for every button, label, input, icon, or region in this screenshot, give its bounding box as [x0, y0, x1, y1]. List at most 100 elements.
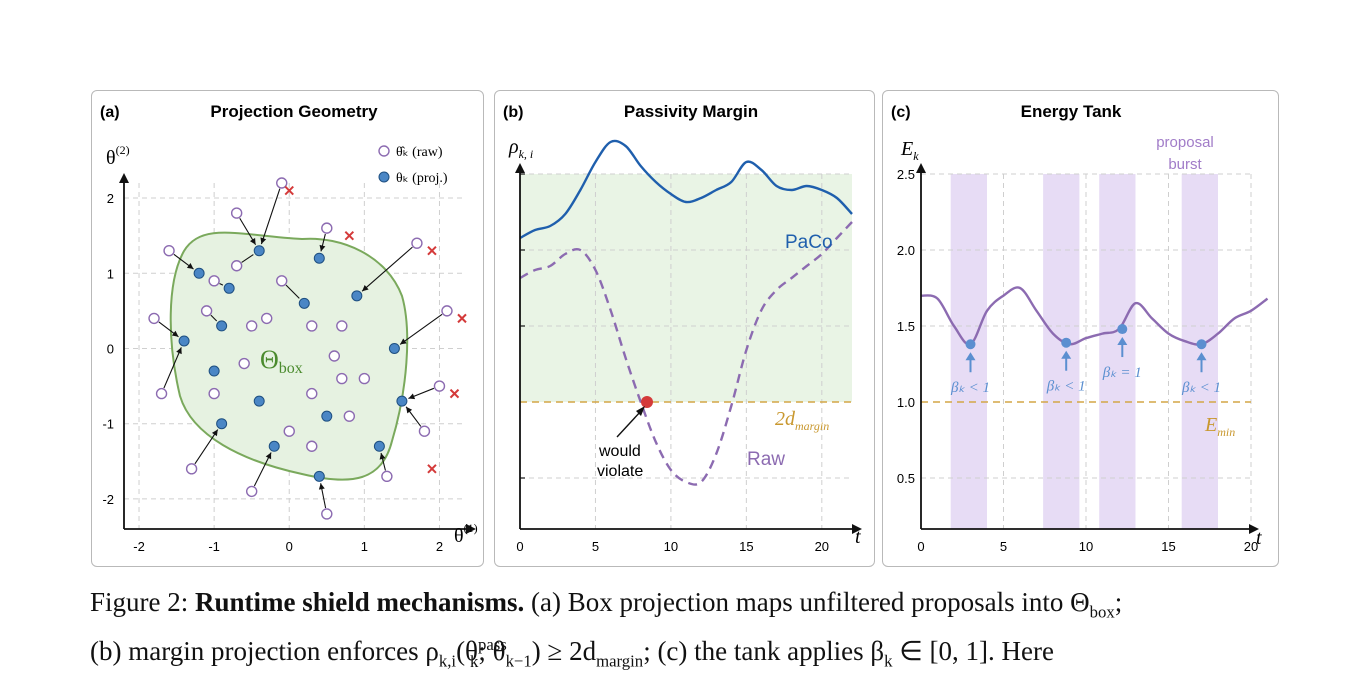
x-axis-label: θ(1): [454, 521, 478, 547]
projection-arrowhead: [400, 338, 407, 345]
x-tick-label: 0: [516, 539, 523, 554]
projected-point: [223, 282, 235, 294]
projection-arrow: [163, 347, 182, 389]
annotation-line-2: violate: [597, 463, 643, 480]
burst-label-line-2: burst: [1168, 156, 1202, 173]
energy-series-line: [920, 286, 1269, 346]
y-tick-label: -2: [102, 492, 114, 507]
caption-line-2: (b) margin projection enforces ρk,i(θpas…: [90, 635, 1054, 671]
y-axis-label: ρk, i: [508, 136, 533, 161]
projected-point: [216, 320, 228, 332]
x-tick-label: -2: [133, 539, 145, 554]
y-tick-label: 1: [107, 266, 114, 281]
panel-b-title: Passivity Margin: [624, 102, 758, 121]
x-tick-label: 5: [592, 539, 599, 554]
raw-point: [276, 177, 288, 189]
raw-point: [343, 410, 356, 422]
projection-arrow: [210, 314, 218, 322]
panel-projection-geometry: (a) Projection Geometry -2 -1 0 1 2 2 1 0 -1 -2 Θ…: [91, 90, 484, 567]
x-tick-label: 1: [361, 539, 368, 554]
safe-region: [520, 174, 852, 402]
raw-point: [306, 440, 318, 452]
rejected-cross: [457, 313, 467, 324]
x-axis-arrowhead: [852, 524, 862, 534]
beta-point: [965, 339, 976, 350]
y-axis-label: Ek: [900, 138, 919, 163]
x-tick-label: 10: [664, 539, 678, 554]
x-axis-label: t: [855, 526, 861, 548]
raw-point: [238, 357, 250, 370]
projected-point: [216, 418, 228, 430]
projected-point: [268, 440, 280, 452]
projection-arrowhead: [406, 406, 413, 414]
x-tick-label: 0: [286, 539, 293, 554]
theta-box-region: [169, 231, 409, 481]
rejected-cross: [449, 388, 460, 399]
y-tick-label: 0: [107, 341, 114, 356]
projected-point: [396, 395, 408, 407]
panel-a-title: Projection Geometry: [210, 102, 378, 121]
y-tick-label: 2: [107, 191, 114, 206]
x-tick-label: 2: [436, 539, 443, 554]
raw-point: [283, 425, 295, 437]
raw-point: [208, 275, 220, 287]
beta-arrowhead: [1061, 350, 1072, 359]
x-axis-arrowhead: [1249, 524, 1259, 534]
beta-label: βₖ < 1: [1046, 379, 1086, 395]
projection-arrowhead: [176, 347, 182, 355]
raw-point: [336, 320, 348, 332]
raw-point: [418, 425, 431, 437]
projected-point: [321, 410, 333, 422]
projection-arrow: [253, 452, 272, 487]
raw-point: [321, 222, 333, 234]
emin-label: Emin: [1204, 414, 1235, 439]
panel-b-tag: (b): [503, 104, 523, 121]
burst-bands: [950, 174, 1218, 529]
beta-point: [1061, 337, 1072, 348]
raw-label: Raw: [747, 449, 785, 470]
projected-point: [208, 365, 220, 377]
projection-arrow: [399, 313, 443, 345]
axes: 0 5 10 15 20 2.5 2.0 1.5 1.0 0.5: [897, 163, 1259, 554]
raw-point: [245, 485, 258, 498]
x-axis-label: t: [1256, 527, 1262, 549]
projected-point: [253, 245, 265, 257]
margin-label: 2dmargin: [775, 408, 829, 433]
raw-point: [336, 372, 348, 385]
proposal-burst-band: [1099, 174, 1136, 529]
beta-markers: βₖ < 1 βₖ < 1 βₖ = 1 βₖ < 1: [950, 324, 1221, 396]
proposal-burst-band: [1043, 174, 1080, 529]
beta-arrowhead: [1196, 352, 1207, 361]
panel-a-tag: (a): [100, 104, 120, 121]
paco-label: PaCo: [785, 232, 833, 253]
rejected-cross: [427, 464, 437, 474]
panel-c-title: Energy Tank: [1021, 102, 1122, 121]
beta-arrowhead: [965, 352, 976, 361]
projection-arrowhead: [362, 285, 369, 292]
beta-label: βₖ = 1: [1102, 365, 1142, 381]
y-axis-arrowhead: [515, 163, 525, 173]
axes: -2 -1 0 1 2 2 1 0 -1 -2: [102, 173, 476, 554]
raw-point: [441, 305, 453, 317]
beta-label: βₖ < 1: [950, 380, 990, 396]
violation-point: [641, 396, 653, 408]
projection-arrow: [241, 254, 254, 263]
projected-point: [298, 297, 310, 309]
y-tick-label: 2.0: [897, 243, 915, 258]
y-axis-label: θ(2): [106, 143, 130, 169]
legend-proj-marker: [378, 171, 390, 183]
projection-arrowhead: [211, 429, 218, 437]
beta-arrowhead: [1117, 337, 1128, 346]
y-tick-label: 2.5: [897, 167, 915, 182]
projection-arrowhead: [260, 237, 267, 245]
raw-point: [381, 470, 393, 483]
projection-arrowhead: [265, 452, 272, 460]
raw-point: [328, 350, 341, 362]
raw-point: [321, 508, 333, 520]
projected-point: [388, 342, 400, 354]
region-label: Θbox: [260, 345, 303, 377]
raw-point: [433, 380, 446, 392]
projection-geometry-chart: (a) Projection Geometry -2 -1 0 1 2 2 1 0 -1 -2 Θ…: [100, 102, 478, 554]
raw-point: [163, 244, 175, 257]
proposal-burst-band: [1181, 174, 1218, 529]
